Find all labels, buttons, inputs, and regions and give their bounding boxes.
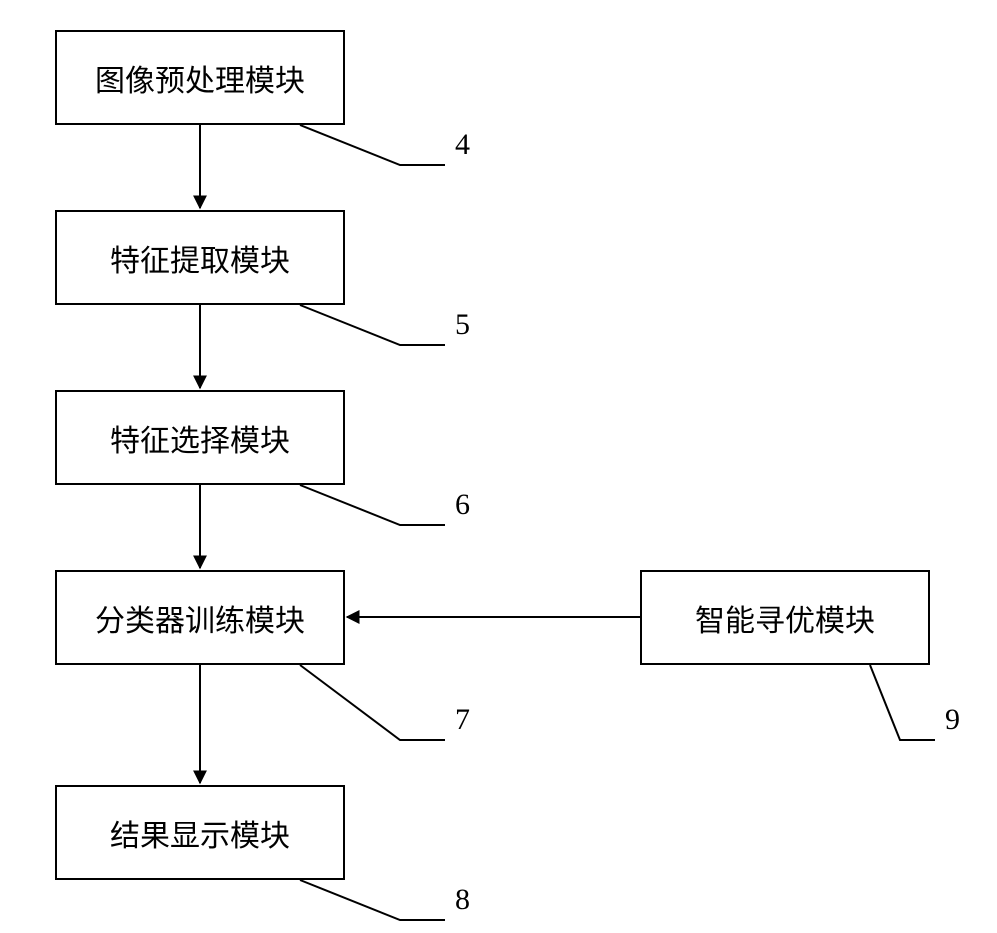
node-classifier-training: 分类器训练模块	[55, 570, 345, 665]
ref-label-6: 6	[455, 488, 470, 522]
leader-8	[300, 880, 445, 920]
ref-label-4: 4	[455, 128, 470, 162]
node-image-preprocessing: 图像预处理模块	[55, 30, 345, 125]
node-label: 分类器训练模块	[95, 596, 305, 640]
node-label: 智能寻优模块	[695, 596, 875, 640]
ref-label-text: 7	[455, 703, 470, 736]
leader-4	[300, 125, 445, 165]
node-feature-selection: 特征选择模块	[55, 390, 345, 485]
node-label: 图像预处理模块	[95, 56, 305, 100]
ref-label-5: 5	[455, 308, 470, 342]
ref-label-text: 4	[455, 128, 470, 161]
ref-label-text: 8	[455, 883, 470, 916]
node-feature-extraction: 特征提取模块	[55, 210, 345, 305]
ref-label-7: 7	[455, 703, 470, 737]
node-label: 特征提取模块	[110, 236, 290, 280]
ref-label-9: 9	[945, 703, 960, 737]
node-result-display: 结果显示模块	[55, 785, 345, 880]
ref-label-text: 9	[945, 703, 960, 736]
leader-6	[300, 485, 445, 525]
leader-5	[300, 305, 445, 345]
ref-label-text: 5	[455, 308, 470, 341]
node-intelligent-optimization: 智能寻优模块	[640, 570, 930, 665]
node-label: 结果显示模块	[110, 811, 290, 855]
ref-label-text: 6	[455, 488, 470, 521]
leader-7	[300, 665, 445, 740]
diagram-canvas: 图像预处理模块 4 特征提取模块 5 特征选择模块 6 分类器训练模块 7 结果…	[0, 0, 997, 933]
leader-9	[870, 665, 935, 740]
node-label: 特征选择模块	[110, 416, 290, 460]
ref-label-8: 8	[455, 883, 470, 917]
